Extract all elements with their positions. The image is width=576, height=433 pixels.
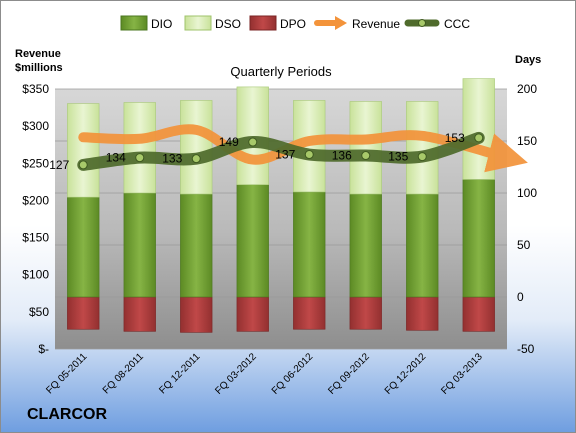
legend-marker-ccc <box>418 19 426 27</box>
bar-dso <box>236 86 269 185</box>
legend-label-dso: DSO <box>215 17 241 31</box>
ccc-data-label: 137 <box>275 148 295 162</box>
left-tick-label: $350 <box>22 82 49 96</box>
legend: DIO DSO DPO Revenue CCC <box>120 15 470 31</box>
category-labels: FQ 05-2011 FQ 08-2011 FQ 12-2011 FQ 03-2012… <box>44 351 485 397</box>
bar-dio <box>123 192 156 298</box>
legend-label-dpo: DPO <box>280 17 306 31</box>
bar-dso <box>180 100 213 195</box>
bar-dpo <box>462 296 495 332</box>
left-tick-label: $250 <box>22 156 49 170</box>
bar-dio <box>406 193 439 298</box>
ccc-data-label: 134 <box>106 151 126 165</box>
left-tick-label: $100 <box>22 268 49 282</box>
bar-dio <box>236 184 269 298</box>
left-tick-label: $200 <box>22 193 49 207</box>
category-label: FQ 08-2011 <box>101 351 146 396</box>
bar-dpo <box>123 296 156 332</box>
ccc-point <box>304 150 314 160</box>
bars <box>67 78 495 333</box>
right-tick-label: -50 <box>517 342 535 356</box>
left-axis-ticks: $- $50 $100 $150 $200 $250 $300 $350 <box>22 82 49 356</box>
left-tick-label: $50 <box>29 305 49 319</box>
bar-dso <box>406 101 439 195</box>
ccc-data-label: 135 <box>388 150 408 164</box>
right-tick-label: 150 <box>517 134 537 148</box>
bar-dio <box>462 179 495 298</box>
category-label: FQ 03-2012 <box>213 351 259 397</box>
bar-dpo <box>349 296 382 330</box>
right-tick-label: 50 <box>517 238 531 252</box>
bar-dpo <box>67 296 100 330</box>
right-axis-label: Days <box>515 54 541 66</box>
company-name: CLARCOR <box>27 406 107 423</box>
bar-dpo <box>236 296 269 332</box>
ccc-data-label: 133 <box>162 152 182 166</box>
bar-dio <box>180 193 213 298</box>
right-tick-label: 0 <box>517 290 524 304</box>
right-tick-label: 200 <box>517 82 537 96</box>
right-axis-ticks: -50 0 50 100 150 200 <box>517 82 537 356</box>
category-label: FQ 12-2012 <box>383 351 429 397</box>
bar-dso <box>123 102 156 194</box>
lines: 127 134 133 149 137 136 135 153 <box>49 124 528 173</box>
legend-label-revenue: Revenue <box>352 17 400 31</box>
left-tick-label: $150 <box>22 231 49 245</box>
bar-dpo <box>293 296 326 330</box>
bar-dso <box>462 78 495 180</box>
category-label: FQ 09-2012 <box>326 351 372 397</box>
right-tick-label: 100 <box>517 186 537 200</box>
ccc-point <box>135 153 145 163</box>
bar-dso <box>67 103 100 198</box>
bar-dio <box>293 191 326 298</box>
bar-dso <box>349 101 382 195</box>
ccc-data-label: 149 <box>219 135 239 149</box>
category-label: FQ 12-2011 <box>157 351 202 396</box>
ccc-point <box>474 133 484 143</box>
left-axis-label-line1: Revenue <box>15 48 61 60</box>
ccc-point <box>361 151 371 161</box>
ccc-point <box>78 160 88 170</box>
category-label: FQ 06-2012 <box>270 351 316 397</box>
left-tick-label: $- <box>38 342 49 356</box>
ccc-line <box>77 131 485 171</box>
ccc-data-label: 127 <box>49 158 69 172</box>
left-axis-label-line2: $millions <box>15 62 63 74</box>
category-label: FQ 05-2011 <box>44 351 89 396</box>
legend-swatch-dio <box>120 15 148 31</box>
ccc-point <box>417 152 427 162</box>
left-tick-label: $300 <box>22 119 49 133</box>
legend-swatch-dso <box>184 15 212 31</box>
bar-dio <box>349 193 382 298</box>
ccc-point <box>248 137 258 147</box>
ccc-data-label: 136 <box>332 149 352 163</box>
legend-swatch-dpo <box>249 15 277 31</box>
bar-dio <box>67 196 100 298</box>
legend-label-dio: DIO <box>151 17 172 31</box>
chart-title: Quarterly Periods <box>230 64 332 79</box>
ccc-point <box>191 154 201 164</box>
category-label: FQ 03-2013 <box>439 351 485 397</box>
plot-area <box>55 89 507 349</box>
bar-dpo <box>180 296 213 333</box>
legend-arrow-revenue <box>335 16 347 30</box>
legend-label-ccc: CCC <box>444 17 470 31</box>
ccc-data-label: 153 <box>445 131 465 145</box>
bar-dpo <box>406 296 439 331</box>
